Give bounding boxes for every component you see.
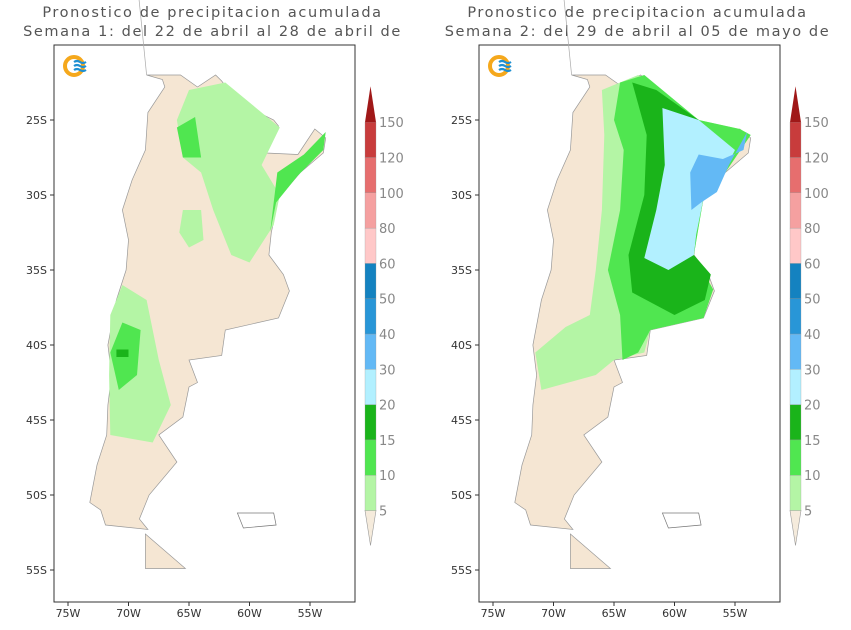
colorbar-segment	[364, 157, 377, 193]
colorbar-label: 80	[804, 222, 821, 237]
precipitation-map: 25S 30S 35S 40S 45S 50S 55S 75W 70W 65W 60W 55W 5 10 1…	[451, 0, 829, 620]
colorbar-label: 10	[804, 469, 821, 484]
lon-label: 75W	[481, 607, 506, 620]
panel-week1: Pronostico de precipitacion acumulada Se…	[0, 0, 425, 630]
precipitation-area	[176, 82, 280, 263]
colorbar-segment	[789, 298, 802, 335]
colorbar-segment	[789, 263, 802, 299]
precipitation-area	[644, 108, 735, 270]
colorbar-segment	[364, 263, 377, 299]
colorbar-label: 120	[804, 152, 829, 167]
colorbar-label: 5	[804, 505, 812, 520]
colorbar-label: 50	[379, 293, 396, 308]
colorbar-label: 100	[804, 187, 829, 202]
lon-label: 65W	[177, 607, 202, 620]
colorbar-segment	[789, 157, 802, 193]
logo-wave-icon	[498, 67, 512, 73]
colorbar-segment	[789, 333, 802, 370]
lat-label: 55S	[451, 564, 472, 577]
colorbar-label: 120	[379, 152, 404, 167]
lon-label: 55W	[298, 607, 323, 620]
logo-wave-icon	[73, 67, 87, 73]
precipitation-area	[179, 210, 204, 248]
colorbar-label: 15	[804, 434, 821, 449]
colorbar-label: 40	[379, 328, 396, 343]
lat-label: 30S	[451, 189, 472, 202]
colorbar-label: 80	[379, 222, 396, 237]
colorbar-segment	[789, 475, 802, 511]
colorbar-label: 60	[804, 257, 821, 272]
colorbar-label: 10	[379, 469, 396, 484]
lat-label: 40S	[26, 339, 47, 352]
lat-label: 25S	[26, 114, 47, 127]
colorbar-label: 30	[379, 363, 396, 378]
precipitation-area	[116, 349, 129, 357]
lat-label: 55S	[26, 564, 47, 577]
border-line	[138, 0, 147, 76]
logo-wave-icon	[498, 59, 512, 65]
lon-label: 75W	[56, 607, 81, 620]
lat-label: 45S	[451, 414, 472, 427]
lat-label: 50S	[26, 489, 47, 502]
colorbar-segment	[364, 475, 377, 511]
lat-label: 45S	[26, 414, 47, 427]
lon-label: 60W	[662, 607, 687, 620]
colorbar-segment	[364, 227, 377, 264]
lon-label: 55W	[723, 607, 748, 620]
colorbar-label: 100	[379, 187, 404, 202]
tierra-del-fuego-land	[145, 533, 187, 569]
lon-label: 70W	[116, 607, 141, 620]
colorbar-segment	[789, 227, 802, 264]
colorbar-segment	[364, 369, 377, 405]
colorbar-label: 20	[804, 399, 821, 414]
colorbar-label: 30	[804, 363, 821, 378]
lon-label: 60W	[237, 607, 262, 620]
logo-wave-icon	[498, 63, 512, 69]
colorbar-lower-arrow	[364, 510, 377, 546]
panel-week2: Pronostico de precipitacion acumulada Se…	[425, 0, 850, 630]
colorbar-segment	[789, 404, 802, 441]
colorbar-segment	[364, 439, 377, 476]
colorbar-label: 60	[379, 257, 396, 272]
colorbar-label: 40	[804, 328, 821, 343]
colorbar-label: 15	[379, 434, 396, 449]
lat-label: 30S	[26, 189, 47, 202]
colorbar-label: 20	[379, 399, 396, 414]
panel-title: Pronostico de precipitacion acumulada	[42, 5, 383, 21]
lon-label: 65W	[602, 607, 627, 620]
lat-label: 40S	[451, 339, 472, 352]
colorbar-segment	[364, 122, 377, 158]
panel-title: Pronostico de precipitacion acumulada	[467, 5, 808, 21]
colorbar-label: 150	[379, 116, 404, 131]
logo-wave-icon	[73, 59, 87, 65]
malvinas-islands	[661, 512, 702, 529]
colorbar-segment	[364, 298, 377, 335]
precipitation-area	[690, 132, 748, 210]
precipitation-area	[176, 117, 202, 158]
lat-label: 25S	[451, 114, 472, 127]
colorbar-lower-arrow	[789, 510, 802, 546]
colorbar-upper-arrow	[790, 86, 801, 123]
colorbar-segment	[364, 192, 377, 229]
lon-label: 70W	[541, 607, 566, 620]
colorbar-segment	[364, 404, 377, 441]
tierra-del-fuego-land	[570, 533, 612, 569]
precipitation-map: 25S 30S 35S 40S 45S 50S 55S 75W 70W 65W 60W 55W 5 10 1…	[26, 0, 404, 620]
colorbar-label: 150	[804, 116, 829, 131]
colorbar-segment	[364, 333, 377, 370]
colorbar-label: 50	[804, 293, 821, 308]
colorbar-segment	[789, 439, 802, 476]
colorbar-segment	[789, 192, 802, 229]
colorbar-upper-arrow	[365, 86, 376, 123]
colorbar-label: 5	[379, 505, 387, 520]
lat-label: 35S	[451, 264, 472, 277]
lat-label: 50S	[451, 489, 472, 502]
logo-wave-icon	[73, 63, 87, 69]
colorbar-segment	[789, 122, 802, 158]
malvinas-islands	[236, 512, 277, 529]
border-line	[563, 0, 572, 76]
precipitation-area	[270, 132, 326, 233]
lat-label: 35S	[26, 264, 47, 277]
colorbar-segment	[789, 369, 802, 405]
